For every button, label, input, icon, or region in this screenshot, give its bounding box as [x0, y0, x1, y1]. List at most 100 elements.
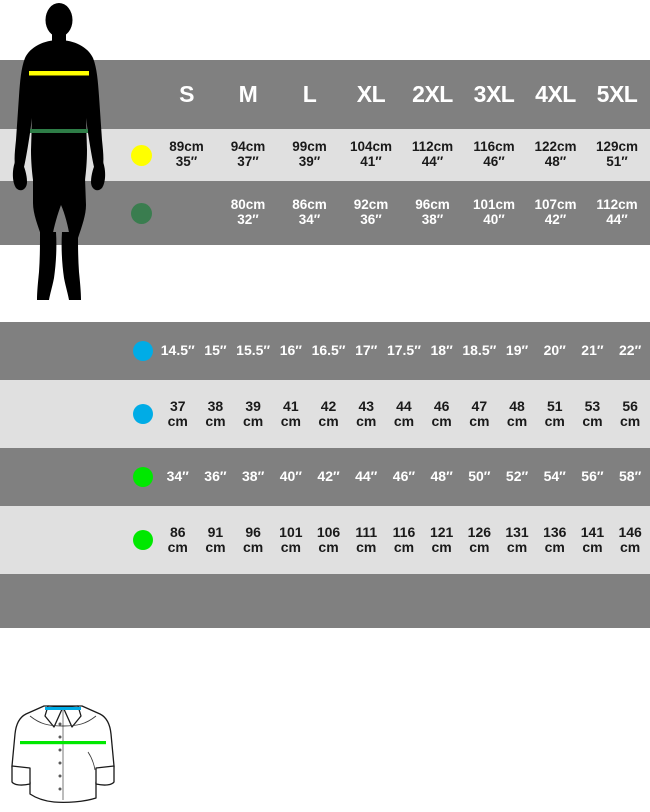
- collar-cm-cell-10: 51 cm: [537, 380, 573, 448]
- chest-cm-marker-cell: [128, 506, 158, 574]
- value-number: 131: [505, 523, 529, 540]
- footer-cell-4: [235, 574, 271, 628]
- chest-cm-cell-12: 146 cm: [612, 506, 648, 574]
- chest-cm-cell-0: 86 cm: [160, 506, 196, 574]
- value-unit: cm: [318, 413, 339, 429]
- value-unit: cm: [620, 539, 641, 555]
- footer-cell-0: [0, 574, 126, 628]
- value-number: 43: [358, 397, 375, 414]
- value-cm: 116cm: [473, 139, 515, 155]
- value-inch: 42″: [544, 212, 567, 227]
- chest-cell-s: 89cm 35″: [157, 129, 216, 181]
- value-unit: cm: [506, 413, 528, 429]
- value-inch: 36″: [360, 212, 382, 227]
- footer-cell-3: [197, 574, 234, 628]
- value-unit: cm: [431, 413, 452, 429]
- chest-inch-cell-9: 52″: [499, 448, 535, 506]
- value-inch: 37″: [237, 154, 259, 169]
- size-header-5xl: 5XL: [587, 60, 647, 129]
- value-cm: 112cm: [411, 139, 454, 155]
- value-cm: 129cm: [595, 139, 639, 155]
- value-cm: 112cm: [596, 197, 638, 213]
- waist-cell-l: 86cm 34″: [280, 181, 339, 245]
- chest-cm-cell-7: 121 cm: [423, 506, 460, 574]
- footer-cell-7: [348, 574, 384, 628]
- value-number: 34″: [166, 468, 189, 485]
- value-inch: 40″: [483, 212, 505, 227]
- value-number: 39: [245, 397, 261, 414]
- value-inch: 32″: [237, 212, 259, 227]
- value-number: 53: [584, 397, 601, 414]
- value-number: 101: [279, 523, 303, 540]
- collar-cm-cell-5: 43 cm: [348, 380, 384, 448]
- chest-cm-cell-11: 141 cm: [574, 506, 611, 574]
- value-inch: 34″: [298, 212, 321, 227]
- value-number: 40″: [279, 468, 302, 485]
- chest-inch-cell-5: 44″: [348, 448, 384, 506]
- value-number: 47: [471, 397, 488, 414]
- value-cm: 99cm: [292, 139, 327, 155]
- footer-cell-12: [537, 574, 573, 628]
- value-unit: cm: [582, 539, 603, 555]
- marker-column-header: [128, 60, 154, 129]
- footer-cell-13: [574, 574, 611, 628]
- chest-cell-m: 94cm 37″: [218, 129, 278, 181]
- chest-cm-cell-4: 106 cm: [310, 506, 347, 574]
- value-number: 111: [355, 523, 378, 540]
- collar-cm-cell-12: 56 cm: [612, 380, 648, 448]
- collar-measure-line: [45, 707, 81, 710]
- chest-inch-marker-dot: [133, 467, 153, 487]
- value-number: 48: [509, 397, 525, 414]
- value-unit: cm: [243, 413, 264, 429]
- collar-cm-cell-8: 47 cm: [461, 380, 498, 448]
- collar-cm-cell-7: 46 cm: [423, 380, 460, 448]
- chest-cell-4xl: 122cm 48″: [526, 129, 585, 181]
- value-inch: 48″: [544, 154, 567, 169]
- value-cm: 86cm: [292, 197, 327, 213]
- collar-marker-cell: [128, 322, 158, 380]
- value-number: 42: [320, 397, 337, 414]
- chest-inch-cell-4: 42″: [310, 448, 347, 506]
- footer-cell-10: [461, 574, 498, 628]
- value-cm: 96cm: [415, 197, 450, 213]
- chest-cell-2xl: 112cm 44″: [403, 129, 462, 181]
- chest-inch-marker-cell: [128, 448, 158, 506]
- footer-cell-14: [612, 574, 648, 628]
- chest-cm-cell-5: 111 cm: [348, 506, 384, 574]
- value-inch: 35″: [175, 154, 198, 169]
- value-number: 52″: [505, 468, 529, 485]
- value-number: 126: [467, 523, 492, 540]
- collar-cm-cell-3: 41 cm: [273, 380, 309, 448]
- value-inch: 44″: [606, 212, 628, 227]
- footer-cell-2: [160, 574, 196, 628]
- chest-cell-3xl: 116cm 46″: [464, 129, 524, 181]
- body-size-chart: S M L XL 2XL 3XL 4XL 5XL 89cm 35″ 94cm 37″ 99cm 39″ 10…: [0, 0, 650, 300]
- chest-inch-cell-2: 38″: [235, 448, 271, 506]
- footer-cell-8: [386, 574, 422, 628]
- value-inch: 41″: [360, 154, 382, 169]
- value-unit: cm: [243, 539, 264, 555]
- value-unit: cm: [318, 539, 339, 555]
- value-number: 41: [283, 397, 299, 414]
- collar-cm-cell-9: 48 cm: [499, 380, 535, 448]
- collar-header-9: 19″: [499, 322, 535, 380]
- collar-header-8: 18.5″: [461, 322, 498, 380]
- collar-cm-cell-0: 37 cm: [160, 380, 196, 448]
- value-unit: cm: [469, 413, 490, 429]
- value-number: 50″: [468, 468, 491, 485]
- value-number: 54″: [543, 468, 566, 485]
- value-number: 121: [429, 523, 454, 540]
- size-header-2xl: 2XL: [403, 60, 462, 129]
- collar-header-2: 15.5″: [235, 322, 271, 380]
- footer-cell-5: [273, 574, 309, 628]
- value-cm: 89cm: [169, 139, 204, 155]
- chest-measure-line: [20, 741, 106, 745]
- shirt-size-chart: 14.5″ 15″ 15.5″ 16″ 16.5″ 17″ 17.5″ 18″ 18.5″ 19″…: [0, 322, 650, 804]
- collar-header-10: 20″: [537, 322, 573, 380]
- collar-header-11: 21″: [574, 322, 611, 380]
- collar-cm-cell-1: 38 cm: [197, 380, 234, 448]
- chest-inch-cell-8: 50″: [461, 448, 498, 506]
- value-unit: cm: [167, 539, 188, 555]
- value-cm: 101cm: [472, 197, 516, 213]
- value-unit: cm: [431, 539, 452, 555]
